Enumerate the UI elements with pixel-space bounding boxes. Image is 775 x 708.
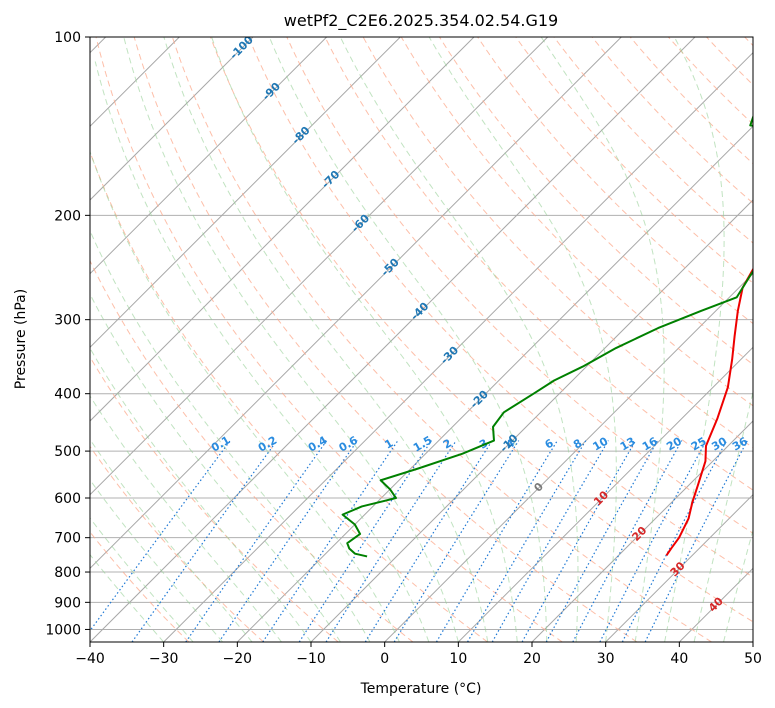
moist-adiabat-line [339,37,579,642]
mixing-ratio-line [90,440,231,632]
mixing-ratio-line [572,440,683,642]
x-tick-label: −10 [296,651,326,667]
moist-adiabat-line [428,37,617,642]
isotherm-line [531,420,753,642]
isotherm-line [90,37,622,570]
x-tick-label: 10 [449,651,467,667]
isotherm-line [457,346,753,642]
y-tick-label: 1000 [45,622,81,638]
dry-adiabat-line [324,37,753,491]
x-tick-label: 40 [670,651,688,667]
isotherm-line [384,272,753,642]
dry-adiabat-line [95,37,563,642]
y-tick-label: 200 [54,208,81,224]
mixing-ratio-line [364,440,493,642]
x-tick-label: 30 [597,651,615,667]
moist-adiabat-line [94,61,430,642]
moist-adiabat-line [90,347,312,642]
mixing-ratio-line [466,440,587,642]
dry-adiabat-line [171,37,712,642]
dry-adiabat-line [286,37,753,534]
x-tick-label: −40 [75,651,105,667]
y-tick-label: 100 [54,30,81,46]
mixing-ratio-line [435,440,558,642]
x-tick-label: −20 [223,651,253,667]
moist-adiabat-line [90,438,253,642]
dry-adiabat-line [90,259,414,642]
x-tick-label: 50 [744,651,762,667]
dry-adiabat-line [210,37,753,623]
dry-adiabat-line [90,445,264,642]
dry-adiabat-line [90,356,339,642]
dry-adiabat-line [133,37,638,642]
y-tick-label: 700 [54,531,81,547]
moist-adiabat-line [163,37,489,642]
moist-adiabat-line [723,528,753,642]
mixing-ratio-line [218,440,358,642]
mixing-ratio-line [393,440,520,642]
isotherm-line [605,493,753,642]
moist-adiabat-line [90,293,341,642]
mixing-ratio-line [521,440,637,642]
y-tick-label: 400 [54,387,81,403]
x-tick-label: 0 [380,651,389,667]
mixing-ratio-line [325,440,457,642]
isotherm-line [90,37,696,642]
mixing-ratio-line [644,440,748,642]
x-axis-title: Temperature (°C) [360,681,482,697]
plot-border [89,36,754,643]
moist-adiabat-line [693,389,753,642]
isotherm-line [90,37,254,201]
moist-adiabat-line [123,37,459,642]
axes-frame [89,36,754,643]
mixing-ratio-line [298,440,432,642]
moist-adiabat-line [90,395,282,642]
isotherm-line [163,51,753,642]
moist-adiabat-line [268,37,548,642]
y-axis-title: Pressure (hPa) [13,289,29,389]
x-tick-label: −30 [149,651,179,667]
isotherm-line [90,37,549,496]
dry-adiabat-line [515,37,753,284]
y-tick-label: 600 [54,491,81,507]
axis-ticks: −40 −30 −20 −10 0 10 20 30 40 50 100 200 300 400 500 60… [45,30,762,667]
x-tick-label: 20 [523,651,541,667]
y-tick-label: 500 [54,444,81,460]
dewpoint-profile-line [341,114,753,558]
isotherm-line [90,37,475,422]
mixing-ratio-line [131,440,278,642]
chart-title: wetPf2_C2E6.2025.354.02.54.G19 [284,11,558,31]
isotherm-line [236,125,753,642]
moist-adiabat-line [664,37,725,642]
mixing-ratio-line [262,440,399,642]
moist-adiabat-line [90,229,371,642]
moist-adiabat-line [540,37,665,642]
moist-adiabat-line [90,150,400,642]
moist-adiabat-line [90,479,223,642]
y-tick-label: 800 [54,565,81,581]
y-tick-label: 900 [54,595,81,611]
mixing-ratio-line [545,440,659,642]
isotherm-line [90,37,401,349]
isotherm-line [90,37,328,275]
y-tick-label: 300 [54,313,81,329]
moist-adiabat-line [211,37,518,642]
dry-adiabat-line [248,37,753,578]
mixing-ratio-line [185,440,328,642]
